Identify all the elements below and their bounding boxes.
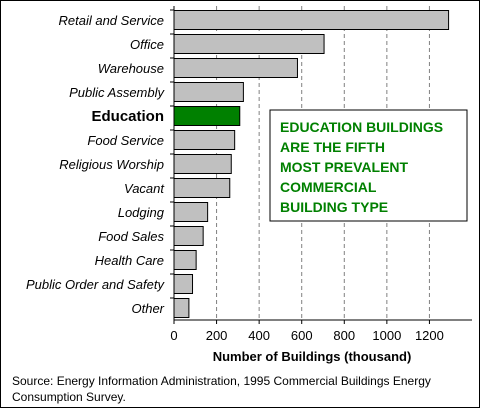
bar-education [173, 106, 241, 126]
category-label: Food Service [87, 133, 164, 148]
source-note: Source: Energy Information Administratio… [12, 374, 431, 404]
category-label: Office [130, 37, 164, 52]
bar-office [173, 34, 325, 54]
x-tick-label: 1000 [372, 328, 401, 343]
bar-retail-and-service [173, 10, 450, 30]
bar-religious-worship [173, 154, 232, 174]
x-tick-label: 200 [206, 328, 228, 343]
x-axis-title: Number of Buildings (thousand) [213, 349, 412, 364]
category-label: Retail and Service [59, 13, 165, 28]
category-label: Vacant [124, 181, 165, 196]
callout-line: COMMERCIAL [280, 179, 377, 195]
bar-public-assembly [173, 82, 244, 102]
callout-line: BUILDING TYPE [280, 199, 388, 215]
category-label: Public Assembly [69, 85, 165, 100]
bar-food-service [173, 130, 236, 150]
category-label: Other [131, 301, 164, 316]
category-label: Food Sales [98, 229, 164, 244]
x-tick-label: 400 [248, 328, 270, 343]
category-label: Warehouse [98, 61, 164, 76]
bar-vacant [173, 178, 231, 198]
category-label: Education [91, 108, 164, 125]
x-tick-label: 1200 [415, 328, 444, 343]
bar-public-order-and-safety [173, 274, 194, 294]
category-label: Health Care [95, 253, 164, 268]
x-tick-labels: 0 200 400 600 800 1000 1200 [170, 328, 444, 343]
bar-food-sales [173, 226, 204, 246]
category-label: Lodging [118, 205, 165, 220]
bars [170, 9, 450, 318]
callout-box [269, 109, 468, 222]
x-tick-label: 0 [170, 328, 177, 343]
bar-lodging [173, 202, 209, 222]
x-tick-label: 600 [291, 328, 313, 343]
callout-line: MOST PREVALENT [280, 159, 409, 175]
x-tick-label: 800 [333, 328, 355, 343]
category-labels: Retail and Service Office Warehouse Public … [26, 13, 166, 316]
callout-line: ARE THE FIFTH [280, 139, 385, 155]
bar-other [173, 298, 190, 318]
bar-warehouse [173, 58, 298, 78]
callout-line: EDUCATION BUILDINGS [280, 119, 443, 135]
category-label: Religious Worship [59, 157, 164, 172]
bar-health-care [173, 250, 197, 270]
category-label: Public Order and Safety [26, 277, 166, 292]
callout-text: EDUCATION BUILDINGS ARE THE FIFTH MOST PRE… [280, 119, 443, 215]
